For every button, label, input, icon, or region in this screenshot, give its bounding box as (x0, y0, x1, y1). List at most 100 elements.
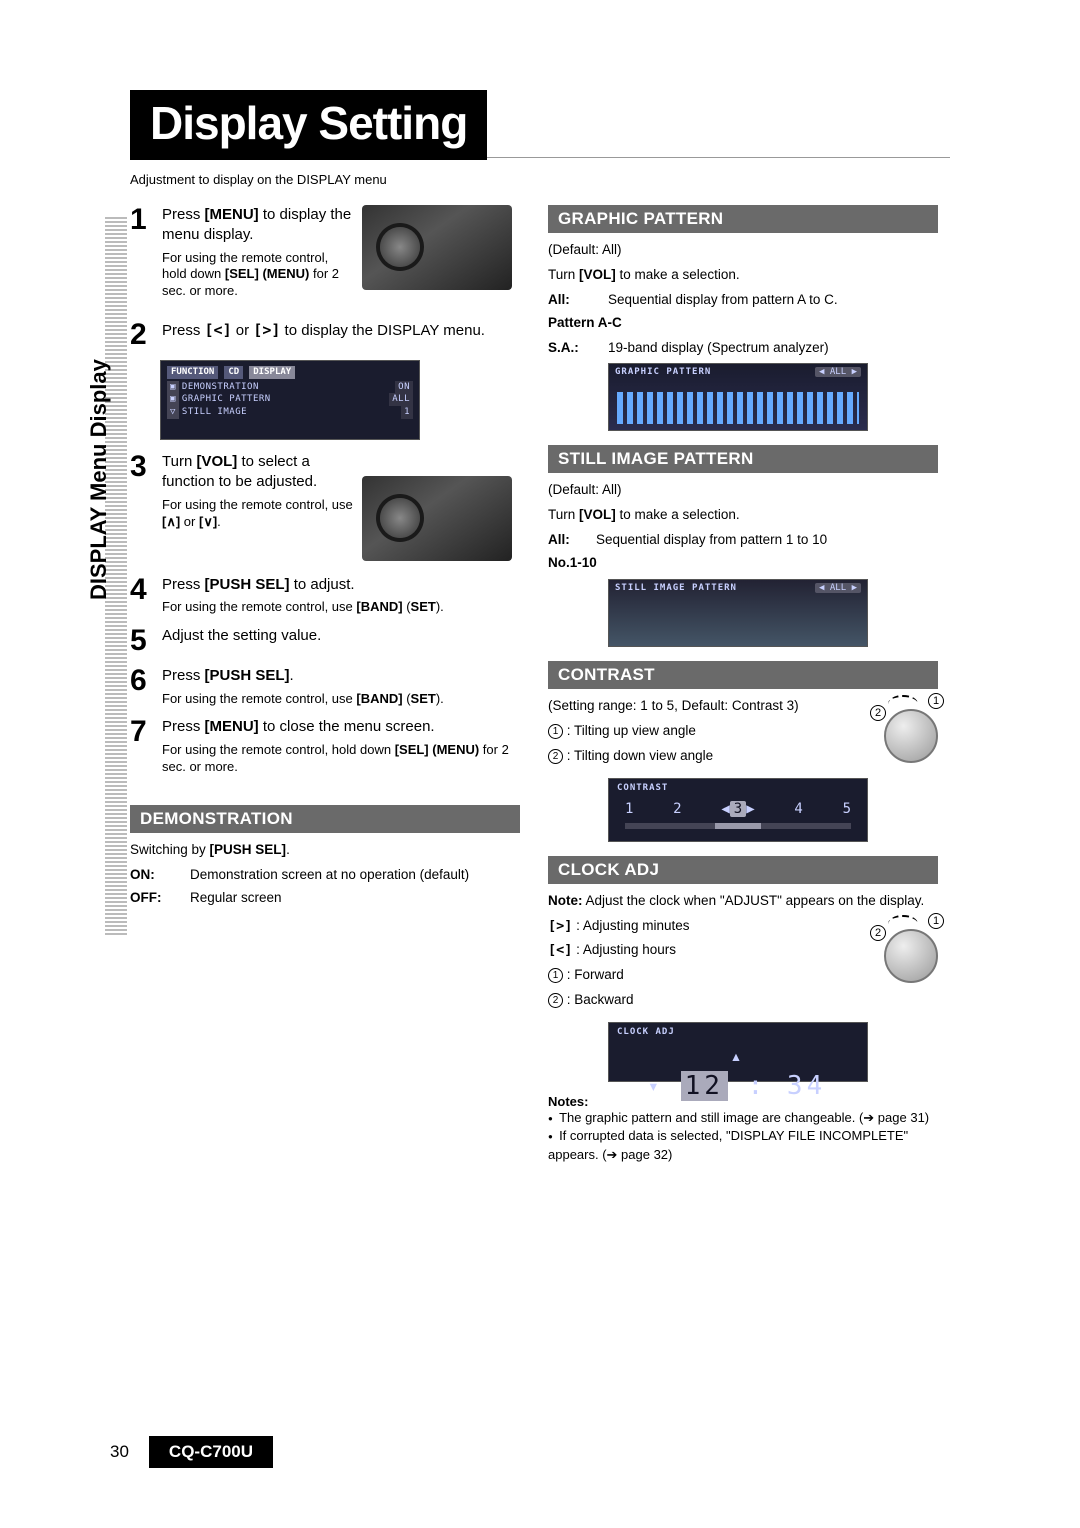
step-2-text: Press [<] or [>] to display the DISPLAY … (162, 322, 485, 339)
contrast-val-2: 2 (673, 801, 681, 817)
knob2-marker-2: 2 (870, 925, 886, 941)
graphic-lcd-value: ◀ ALL ▶ (815, 367, 861, 377)
contrast-val-1: 1 (625, 801, 633, 817)
left-column: 1 Press [MENU] to display the menu displ… (130, 205, 520, 1164)
graphic-pattern-label: Pattern A-C (548, 315, 622, 330)
graphic-instruction: Turn [VOL] to make a selection. (548, 266, 938, 285)
clock-r1: : Adjusting minutes (576, 918, 689, 933)
clock-note-bold: Note: (548, 893, 583, 908)
contrast-lcd-screenshot: CONTRAST 1 2 ◀3▶ 4 5 (608, 778, 868, 842)
contrast-num-1: 1 (548, 724, 563, 739)
step-4-text-b: to adjust. (290, 576, 355, 593)
clock-mins: 34 (787, 1071, 826, 1101)
contrast-val-4: 4 (794, 801, 802, 817)
contrast-val-5: 5 (843, 801, 851, 817)
demo-off-label: OFF: (130, 889, 190, 908)
clock-header: CLOCK ADJ (548, 856, 938, 884)
step-4-note: For using the remote control, use [BAND]… (162, 599, 520, 616)
clock-r3: : Forward (567, 967, 624, 982)
lcd-tab-display: DISPLAY (249, 366, 295, 379)
knob-marker-2: 2 (870, 705, 886, 721)
clock-sym-1: [>] (548, 918, 572, 934)
still-no-label: No.1-10 (548, 555, 597, 570)
lcd-row-1-val: ALL (389, 393, 413, 406)
step-7-bold: [MENU] (205, 718, 259, 735)
lcd-row-2-val: 1 (401, 406, 413, 419)
step-2: 2 Press [<] or [>] to display the DISPLA… (130, 320, 520, 350)
still-header: STILL IMAGE PATTERN (548, 445, 938, 473)
step-4: 4 Press [PUSH SEL] to adjust. For using … (130, 575, 520, 616)
step-1-text-a: Press (162, 206, 205, 223)
knob2-marker-1: 1 (928, 913, 944, 929)
step-4-bold: [PUSH SEL] (205, 576, 290, 593)
step-7-text-b: to close the menu screen. (259, 718, 435, 735)
volume-knob-icon: 1 2 (872, 697, 938, 763)
step-1-num: 1 (130, 205, 154, 300)
step-7: 7 Press [MENU] to close the menu screen.… (130, 717, 520, 775)
sidebar-label: DISPLAY Menu Display (86, 359, 112, 600)
still-lcd-screenshot: STILL IMAGE PATTERN ◀ ALL ▶ (608, 579, 868, 647)
car-stereo-image (362, 205, 512, 290)
spectrum-bars-icon (617, 392, 859, 424)
step-4-num: 4 (130, 575, 154, 616)
step-6-bold: [PUSH SEL] (205, 667, 290, 684)
lcd-row-0-val: ON (395, 381, 413, 394)
clock-hours: 12 (681, 1071, 728, 1101)
lcd-row-0-label: DEMONSTRATION (182, 381, 259, 394)
contrast-num-2: 2 (548, 749, 563, 764)
step-4-text-a: Press (162, 576, 205, 593)
step-1-bold: [MENU] (205, 206, 259, 223)
graphic-sa-label: S.A.: (548, 339, 608, 358)
step-3: 3 Turn [VOL] to select a function to be … (130, 452, 520, 565)
step-3-bold: [VOL] (196, 453, 237, 470)
step-6-text-b: . (290, 667, 294, 684)
step-5-num: 5 (130, 626, 154, 656)
step-6-text-a: Press (162, 667, 205, 684)
page-number: 30 (110, 1442, 129, 1462)
lcd-row-1-label: GRAPHIC PATTERN (182, 393, 271, 406)
step-1-note-bold: [SEL] (MENU) (225, 266, 310, 281)
step-3-text-a: Turn (162, 453, 196, 470)
car-stereo-image-2 (362, 476, 512, 561)
graphic-lcd-title: GRAPHIC PATTERN (615, 367, 711, 377)
clock-sym-3: 1 (548, 968, 563, 983)
graphic-sa-text: 19-band display (Spectrum analyzer) (608, 339, 829, 358)
graphic-lcd-screenshot: GRAPHIC PATTERN ◀ ALL ▶ (608, 363, 868, 431)
contrast-item-1: : Tilting up view angle (567, 723, 696, 738)
clock-r2: : Adjusting hours (576, 942, 676, 957)
still-lcd-title: STILL IMAGE PATTERN (615, 583, 737, 593)
lcd-row-2-label: STILL IMAGE (182, 406, 247, 419)
note-2: If corrupted data is selected, "DISPLAY … (548, 1127, 938, 1163)
clock-note: Adjust the clock when "ADJUST" appears o… (583, 893, 925, 908)
page-content: Display Setting Adjustment to display on… (130, 90, 950, 1164)
step-5: 5 Adjust the setting value. (130, 626, 520, 656)
contrast-header: CONTRAST (548, 661, 938, 689)
contrast-val-3: ◀3▶ (721, 801, 754, 817)
title-rule (487, 157, 950, 158)
demo-on-label: ON: (130, 866, 190, 885)
page-title: Display Setting (150, 96, 467, 150)
graphic-all-text: Sequential display from pattern A to C. (608, 291, 838, 310)
model-number: CQ-C700U (149, 1436, 273, 1468)
step-7-num: 7 (130, 717, 154, 775)
demo-switching: Switching by [PUSH SEL]. (130, 841, 520, 860)
step-6-note: For using the remote control, use [BAND]… (162, 691, 520, 708)
step-5-text: Adjust the setting value. (162, 626, 520, 656)
still-instruction: Turn [VOL] to make a selection. (548, 506, 938, 525)
graphic-all-label: All: (548, 291, 608, 310)
clock-lcd-title: CLOCK ADJ (617, 1027, 859, 1037)
page-subtitle: Adjustment to display on the DISPLAY men… (130, 172, 950, 187)
still-default: (Default: All) (548, 481, 938, 500)
contrast-bar-icon (625, 823, 851, 829)
lcd-tab-cd: CD (224, 366, 243, 379)
clock-sym-4: 2 (548, 993, 563, 1008)
title-banner: Display Setting (130, 90, 487, 160)
step-7-note-bold: [SEL] (MENU) (395, 742, 480, 757)
step-7-note-a: For using the remote control, hold down (162, 742, 395, 757)
step-1: 1 Press [MENU] to display the menu displ… (130, 205, 520, 300)
knob-marker-1: 1 (928, 693, 944, 709)
demonstration-header: DEMONSTRATION (130, 805, 520, 833)
note-1: The graphic pattern and still image are … (548, 1109, 938, 1127)
still-all-text: Sequential display from pattern 1 to 10 (596, 531, 827, 550)
page-footer: 30 CQ-C700U (110, 1436, 273, 1468)
